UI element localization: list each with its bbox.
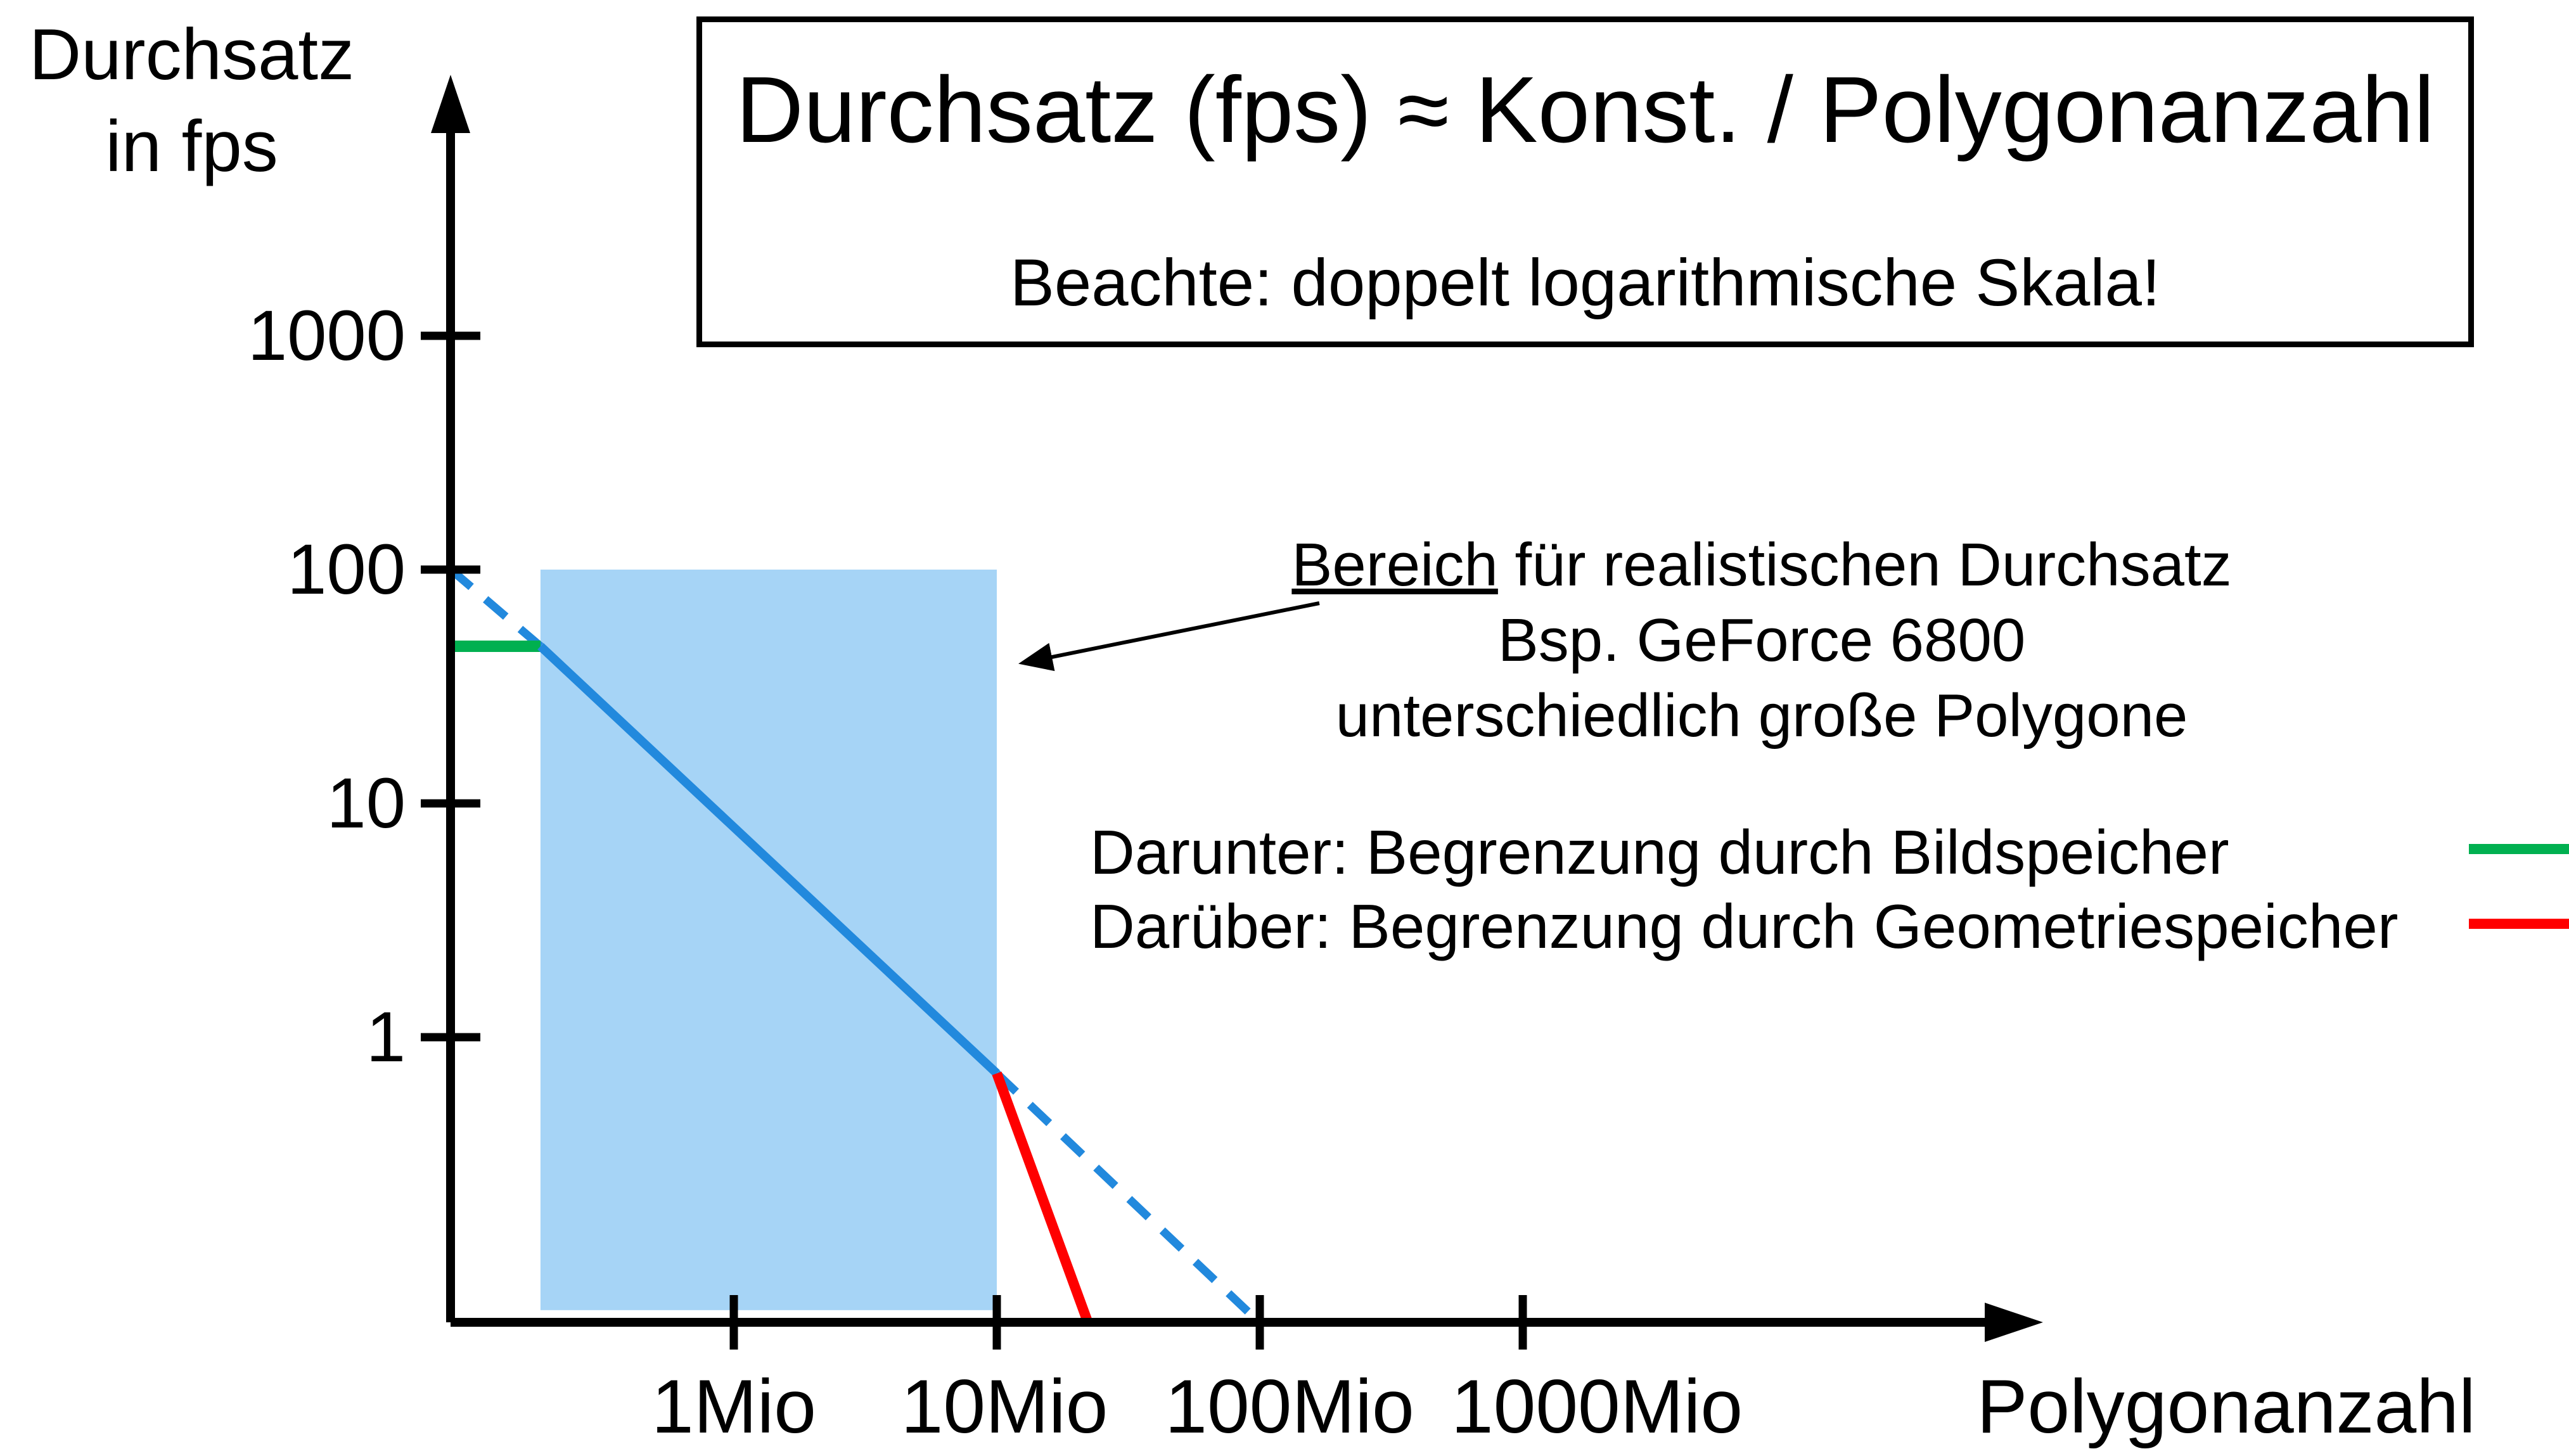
series-ideal-throughput-dashed-right bbox=[994, 1070, 1263, 1326]
x-tick-label-100mio: 100Mio bbox=[1165, 1364, 1414, 1449]
annotation-arrow-icon bbox=[1018, 601, 1320, 672]
legend-swatches bbox=[2469, 844, 2569, 929]
legend-label-geometriespeicher: Darüber: Begrenzung durch Geometriespeic… bbox=[1090, 891, 2399, 961]
series-ideal-throughput-dashed-left bbox=[448, 566, 544, 649]
annotation-line1-rest: für realistischen Durchsatz bbox=[1497, 531, 2232, 599]
x-tick-label-10mio: 10Mio bbox=[900, 1364, 1108, 1449]
region-annotation: Bereich für realistischen Durchsatz Bsp.… bbox=[1286, 527, 2237, 753]
legend-label-bildspeicher: Darunter: Begrenzung durch Bildspeicher bbox=[1090, 817, 2229, 887]
series-realistic-throughput-solid bbox=[537, 642, 1000, 1077]
y-axis-title: Durchsatz in fps bbox=[19, 9, 364, 193]
y-axis-title-line2: in fps bbox=[105, 106, 278, 187]
region-realistic-throughput-region bbox=[540, 570, 997, 1310]
y-axis-arrowhead-icon bbox=[431, 75, 470, 133]
formula-box: Durchsatz (fps) ≈ Konst. / Polygonanzahl… bbox=[696, 16, 2474, 347]
chart-series bbox=[448, 566, 1263, 1326]
y-axis-title-line1: Durchsatz bbox=[29, 15, 355, 95]
y-tick-label-1000: 1000 bbox=[247, 296, 406, 375]
annotation-line3: unterschiedlich große Polygone bbox=[1335, 682, 2188, 750]
x-axis-arrowhead-icon bbox=[1985, 1303, 2043, 1342]
formula-title: Durchsatz (fps) ≈ Konst. / Polygonanzahl bbox=[736, 58, 2435, 162]
y-tick-label-100: 100 bbox=[287, 530, 406, 609]
x-tick-label-1000mio: 1000Mio bbox=[1451, 1364, 1743, 1449]
annotation-underlined-word: Bereich bbox=[1291, 531, 1498, 599]
formula-subtitle: Beachte: doppelt logarithmische Skala! bbox=[1009, 246, 2161, 320]
series-geometry-limit-red bbox=[992, 1071, 1092, 1322]
annotation-line2: Bsp. GeForce 6800 bbox=[1497, 606, 2026, 674]
realistic-region bbox=[540, 570, 997, 1310]
y-tick-label-10: 10 bbox=[326, 763, 406, 843]
axes bbox=[421, 75, 2043, 1350]
y-tick-label-1: 1 bbox=[366, 997, 406, 1076]
x-axis-title: Polygonanzahl bbox=[1976, 1364, 2476, 1449]
x-tick-label-1mio: 1Mio bbox=[651, 1364, 817, 1449]
annotation-line1: Bereich für realistischen Durchsatz bbox=[1286, 527, 2237, 603]
